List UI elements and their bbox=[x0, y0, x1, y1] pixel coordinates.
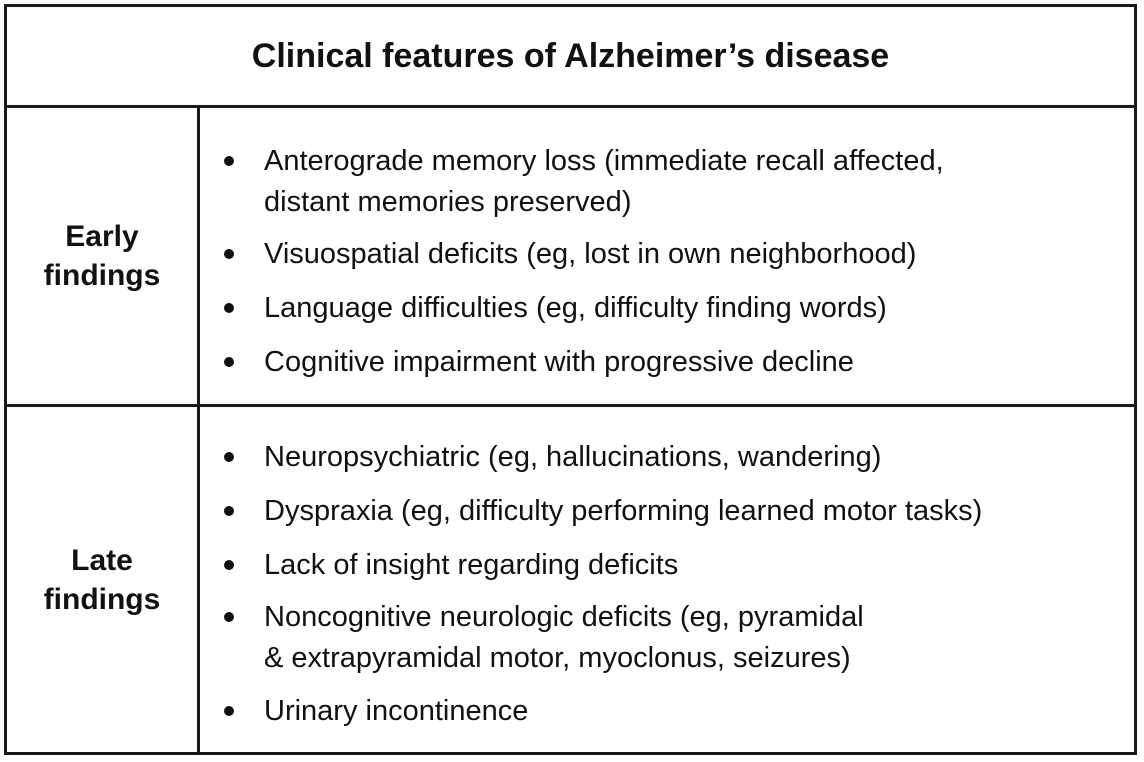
list-item: Noncognitive neurologic deficits (eg, py… bbox=[224, 597, 1104, 679]
list-item: Language difficulties (eg, difficulty fi… bbox=[224, 288, 1104, 329]
list-item: Lack of insight regarding deficits bbox=[224, 545, 1104, 586]
bullet-icon bbox=[224, 357, 234, 367]
early-findings-list: Anterograde memory loss (immediate recal… bbox=[200, 108, 1134, 404]
list-item: Visuospatial deficits (eg, lost in own n… bbox=[224, 234, 1104, 275]
clinical-features-table: Clinical features of Alzheimer’s disease… bbox=[4, 4, 1137, 755]
late-findings-list: Neuropsychiatric (eg, hallucinations, wa… bbox=[200, 407, 1134, 752]
early-findings-section: Early findings Anterograde memory loss (… bbox=[7, 108, 1134, 407]
early-findings-label: Early findings bbox=[43, 220, 161, 292]
bullet-icon bbox=[224, 506, 234, 516]
bullet-icon bbox=[224, 612, 234, 622]
bullet-icon bbox=[224, 156, 234, 166]
list-item-text: Neuropsychiatric (eg, hallucinations, wa… bbox=[264, 441, 882, 473]
bullet-icon bbox=[224, 303, 234, 313]
list-item: Anterograde memory loss (immediate recal… bbox=[224, 141, 1104, 223]
list-item: Urinary incontinence bbox=[224, 691, 1104, 732]
bullet-icon bbox=[224, 249, 234, 259]
table-title-row: Clinical features of Alzheimer’s disease bbox=[7, 7, 1134, 108]
bullet-icon bbox=[224, 706, 234, 716]
list-item-text: Urinary incontinence bbox=[264, 695, 529, 727]
list-item-text: Dyspraxia (eg, difficulty performing lea… bbox=[264, 495, 983, 527]
list-item: Cognitive impairment with progressive de… bbox=[224, 342, 1104, 383]
list-item: Neuropsychiatric (eg, hallucinations, wa… bbox=[224, 437, 1104, 478]
bullet-icon bbox=[224, 452, 234, 462]
list-item-text: Cognitive impairment with progressive de… bbox=[264, 346, 854, 378]
list-item-text: Noncognitive neurologic deficits (eg, py… bbox=[264, 601, 864, 674]
late-findings-section: Late findings Neuropsychiatric (eg, hall… bbox=[7, 407, 1134, 752]
table-title: Clinical features of Alzheimer’s disease bbox=[251, 36, 890, 75]
early-findings-label-cell: Early findings bbox=[7, 108, 200, 404]
late-findings-label-cell: Late findings bbox=[7, 407, 200, 752]
list-item-text: Anterograde memory loss (immediate recal… bbox=[264, 145, 944, 218]
list-item-text: Lack of insight regarding deficits bbox=[264, 549, 679, 581]
bullet-icon bbox=[224, 560, 234, 570]
list-item-text: Language difficulties (eg, difficulty fi… bbox=[264, 292, 887, 324]
list-item-text: Visuospatial deficits (eg, lost in own n… bbox=[264, 238, 917, 270]
list-item: Dyspraxia (eg, difficulty performing lea… bbox=[224, 491, 1104, 532]
late-findings-label: Late findings bbox=[43, 543, 161, 616]
